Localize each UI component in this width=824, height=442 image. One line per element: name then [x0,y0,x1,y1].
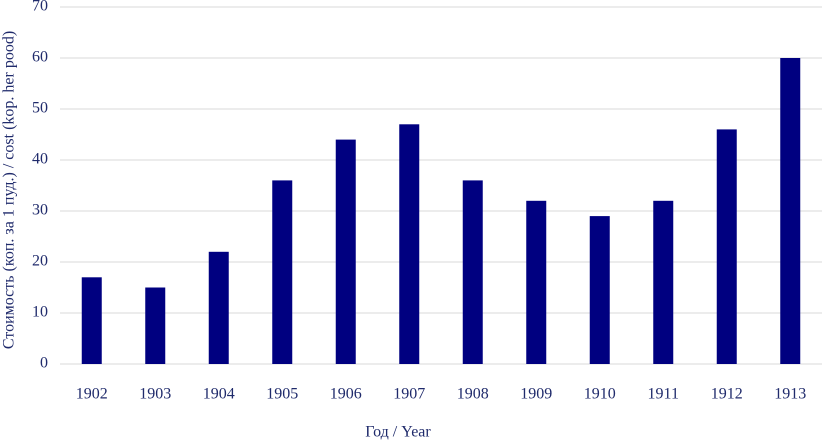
bar [589,216,610,364]
bar [462,180,483,364]
x-tick-label: 1904 [203,386,235,403]
y-axis-label: Стоимость (коп. за 1 пуд.) / cost (kop. … [1,31,18,349]
x-tick-label: 1905 [266,386,298,403]
x-tick-label: 1912 [711,386,743,403]
x-tick-label: 1902 [76,386,108,403]
x-tick-label: 1903 [139,386,171,403]
x-tick-label: 1908 [457,386,489,403]
bar [272,180,293,364]
y-tick-label: 60 [32,49,48,66]
y-tick-label: 30 [32,202,48,219]
y-tick-label: 10 [32,304,48,321]
y-tick-label: 40 [32,151,48,168]
x-axis-label: Год / Year [365,424,431,441]
bar [653,200,674,364]
bar [526,200,547,364]
x-tick-label: 1911 [648,386,679,403]
x-tick-label: 1913 [774,386,806,403]
y-tick-label: 50 [32,100,48,117]
bar [780,58,801,364]
y-tick-label: 20 [32,253,48,270]
bar [399,124,420,364]
bar [208,251,229,364]
x-tick-label: 1906 [330,386,362,403]
x-tick-label: 1907 [393,386,425,403]
x-tick-label: 1909 [520,386,552,403]
bar [81,277,102,364]
bar [716,129,737,364]
y-tick-label: 70 [32,0,48,15]
bar [145,287,166,364]
y-tick-label: 0 [40,355,48,372]
x-tick-label: 1910 [584,386,616,403]
bar [335,139,356,364]
